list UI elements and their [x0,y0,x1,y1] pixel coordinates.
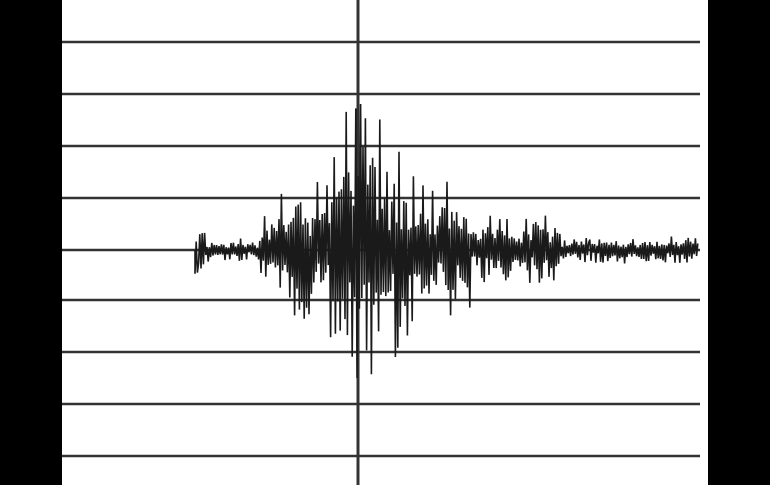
trace-lines [62,40,700,458]
waveform-trace [194,103,699,379]
right-black-border [708,0,770,485]
left-black-border [0,0,62,485]
seismic-waveform [194,103,699,379]
